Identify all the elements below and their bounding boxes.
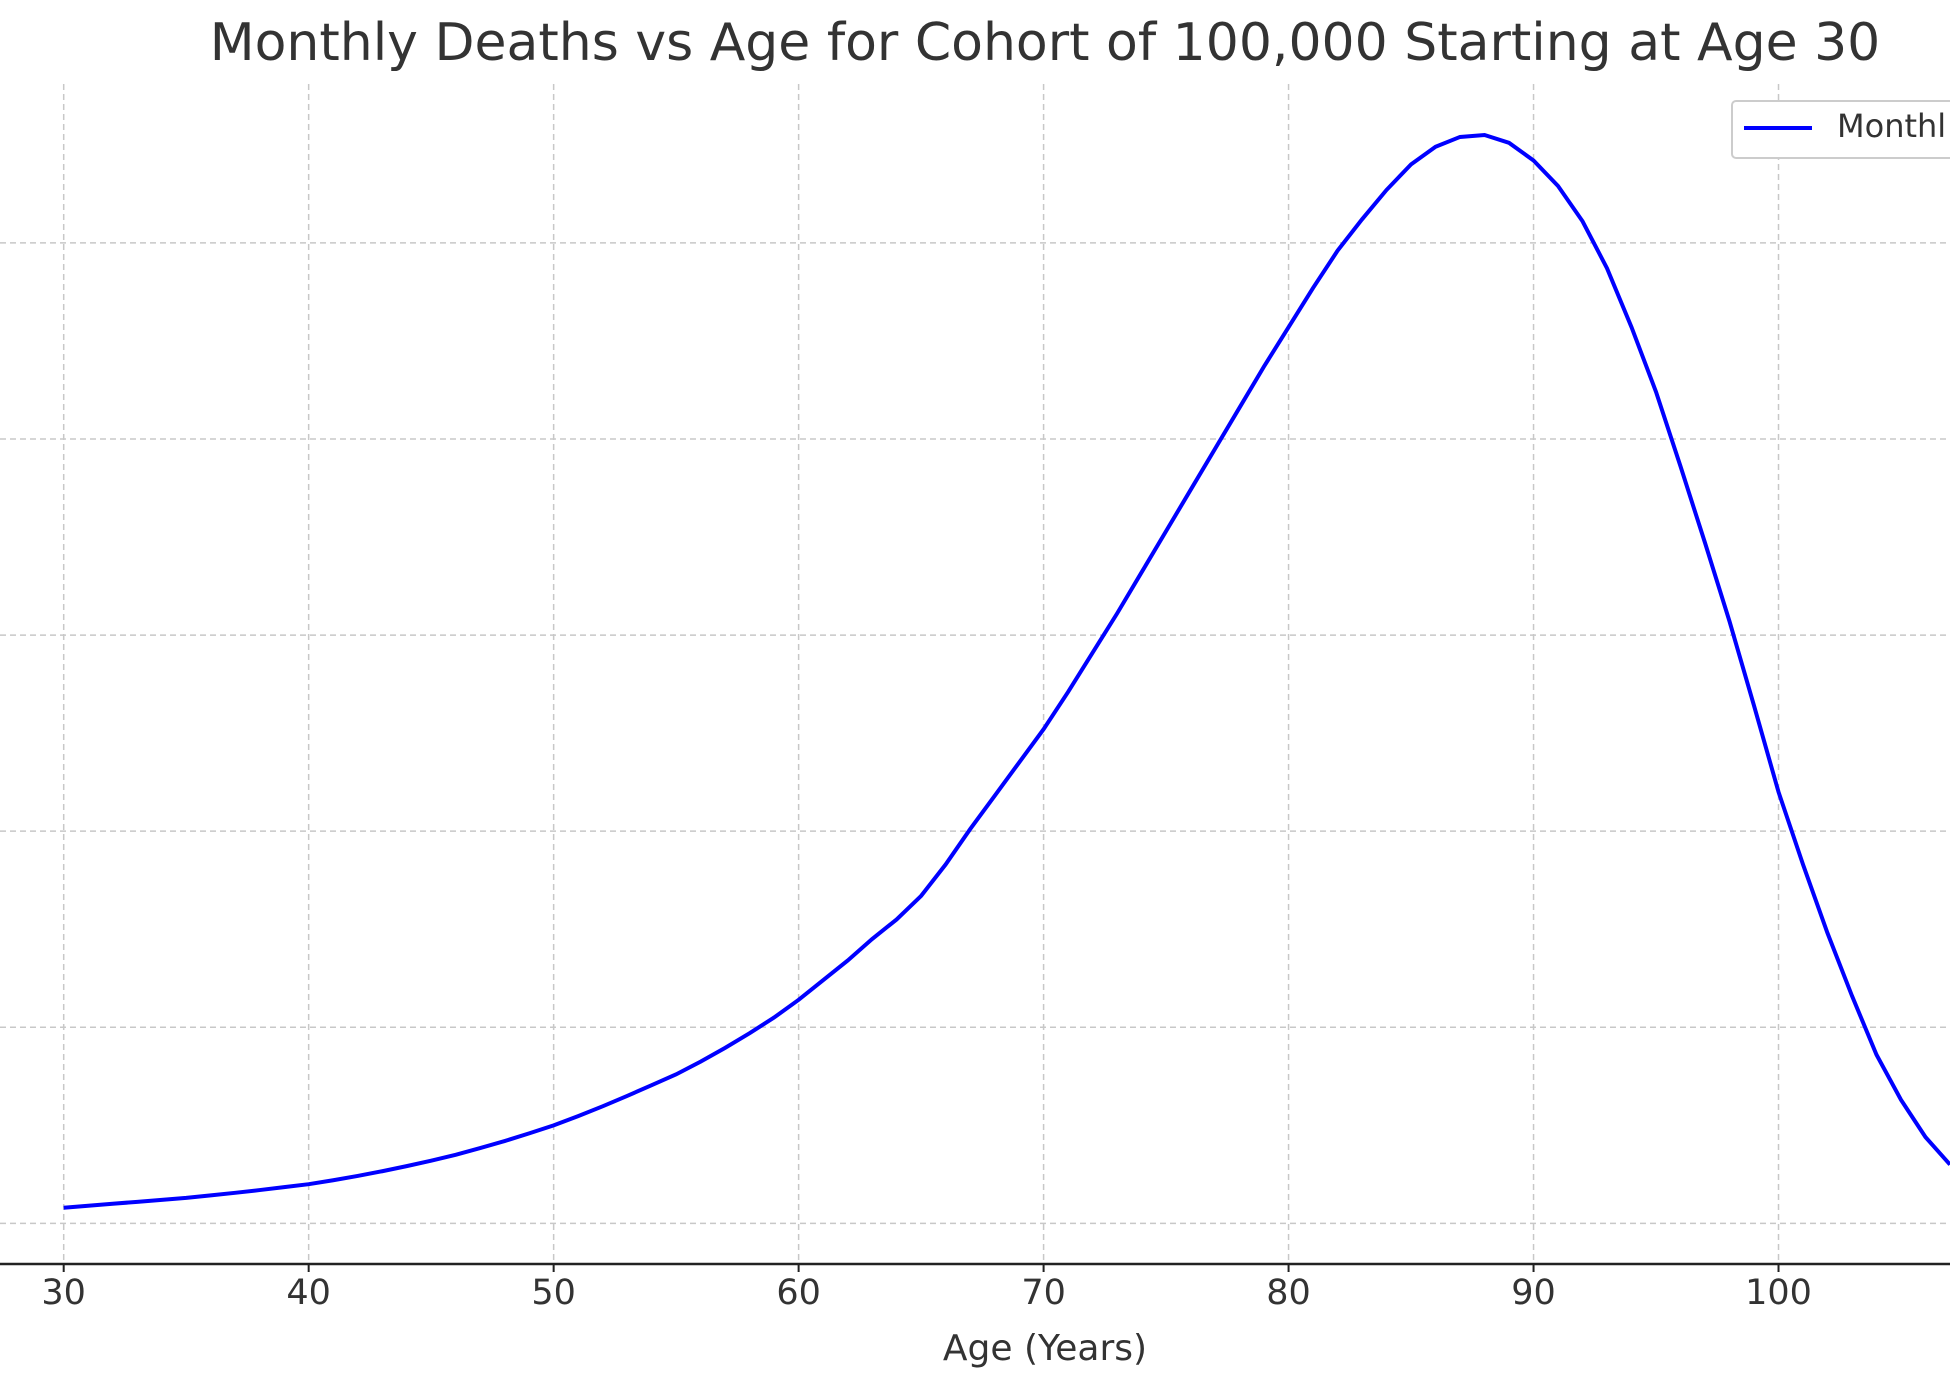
legend-label: Monthl [1837, 107, 1946, 145]
x-tick-label: 60 [776, 1273, 821, 1313]
x-tick-label: 100 [1745, 1273, 1812, 1313]
x-tick-label: 40 [286, 1273, 331, 1313]
x-axis-label: Age (Years) [943, 1328, 1147, 1369]
chart-title: Monthly Deaths vs Age for Cohort of 100,… [210, 13, 1881, 73]
x-tick-label: 30 [41, 1273, 86, 1313]
legend-box [1731, 100, 1950, 159]
data-line [63, 132, 1950, 1210]
x-tick-label: 90 [1511, 1273, 1556, 1313]
x-tick-label: 80 [1266, 1273, 1311, 1313]
x-tick-label: 70 [1021, 1273, 1066, 1313]
x-tick-label: 50 [531, 1273, 576, 1313]
